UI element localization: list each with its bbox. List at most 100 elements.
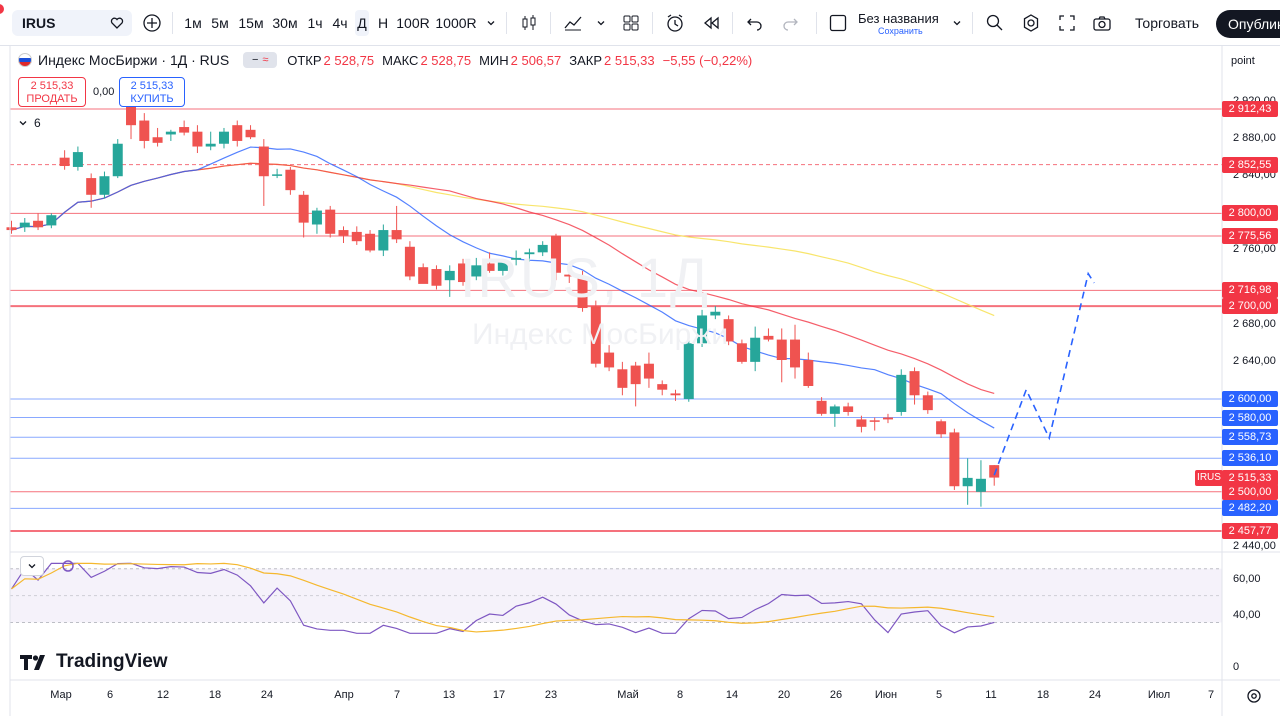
sell-button[interactable]: 2 515,33 ПРОДАТЬ (18, 77, 86, 107)
interval-5-button[interactable]: 1ч (307, 15, 323, 31)
price-level-label[interactable]: 2 775,56 (1222, 228, 1278, 245)
candle-body[interactable] (179, 127, 190, 133)
candle-body[interactable] (763, 335, 774, 340)
indicators-collapse-button[interactable]: 6 (18, 114, 46, 132)
indicators-button[interactable] (561, 10, 585, 36)
candle-body[interactable] (856, 419, 867, 427)
add-symbol-button[interactable] (140, 10, 164, 36)
axis-settings-button[interactable] (1246, 688, 1262, 707)
layout-select-checkbox[interactable] (828, 10, 848, 36)
candle-body[interactable] (630, 365, 641, 385)
candle-body[interactable] (458, 263, 469, 283)
candle-body[interactable] (736, 343, 747, 362)
layout-name-button[interactable]: Без названия Сохранить (858, 9, 939, 39)
candle-body[interactable] (710, 311, 721, 316)
price-level-label[interactable]: 2 515,33 (1222, 469, 1278, 486)
tradingview-logo[interactable]: TradingView (20, 651, 168, 673)
candle-body[interactable] (99, 176, 110, 195)
price-level-label[interactable]: 2 536,10 (1222, 450, 1278, 467)
candle-body[interactable] (86, 178, 97, 195)
price-level-label[interactable]: 2 482,20 (1222, 500, 1278, 517)
candle-body[interactable] (670, 393, 681, 396)
candle-body[interactable] (46, 215, 57, 226)
candle-body[interactable] (19, 222, 30, 228)
layout-dropdown[interactable] (950, 10, 964, 36)
layouts-button[interactable] (619, 10, 643, 36)
candle-body[interactable] (829, 406, 840, 414)
candle-body[interactable] (989, 465, 1000, 478)
candle-body[interactable] (843, 406, 854, 412)
price-level-label[interactable]: 2 716,98 (1222, 282, 1278, 299)
heart-icon[interactable] (110, 16, 124, 30)
candle-body[interactable] (975, 478, 986, 492)
candle-body[interactable] (962, 477, 973, 487)
candle-body[interactable] (351, 231, 362, 242)
candle-body[interactable] (922, 395, 933, 411)
candle-body[interactable] (112, 143, 123, 177)
price-level-label[interactable]: 2 700,00 (1222, 298, 1278, 315)
candle-body[interactable] (869, 420, 880, 422)
interval-3-button[interactable]: 15м (238, 15, 264, 31)
buy-button[interactable]: 2 515,33 КУПИТЬ (119, 77, 185, 107)
candle-body[interactable] (657, 384, 668, 390)
undo-button[interactable] (743, 10, 767, 36)
screenshot-button[interactable] (1090, 10, 1114, 36)
candle-body[interactable] (723, 319, 734, 342)
candle-body[interactable] (697, 315, 708, 344)
candle-body[interactable] (33, 220, 44, 228)
candle-body[interactable] (577, 276, 588, 309)
interval-8-button[interactable]: Н (377, 15, 389, 31)
candle-body[interactable] (909, 371, 920, 396)
refresh-icon[interactable] (62, 560, 74, 572)
candle-body[interactable] (896, 374, 907, 412)
candle-body[interactable] (6, 227, 17, 231)
fullscreen-button[interactable] (1055, 10, 1079, 36)
price-level-label[interactable]: 2 600,00 (1222, 390, 1278, 407)
candle-body[interactable] (72, 152, 83, 167)
candle-body[interactable] (564, 274, 575, 277)
interval-dropdown-button[interactable] (484, 10, 498, 36)
price-level-label[interactable]: 2 852,55 (1222, 156, 1278, 173)
candle-body[interactable] (192, 131, 203, 147)
candle-body[interactable] (152, 137, 163, 143)
candle-body[interactable] (418, 267, 429, 284)
candle-body[interactable] (258, 146, 269, 177)
price-level-label[interactable]: 2 580,00 (1222, 409, 1278, 426)
trade-button[interactable]: Торговать (1134, 15, 1200, 31)
candle-body[interactable] (139, 120, 150, 141)
candle-body[interactable] (604, 352, 615, 368)
rsi-collapse-button[interactable] (20, 556, 44, 576)
candle-body[interactable] (338, 230, 349, 236)
indicators-dropdown[interactable] (594, 10, 608, 36)
candle-body[interactable] (431, 269, 442, 286)
candle-body[interactable] (750, 337, 761, 362)
price-level-label[interactable]: 2 800,00 (1222, 205, 1278, 222)
interval-9-button[interactable]: 100R (396, 15, 430, 31)
candle-body[interactable] (776, 339, 787, 361)
quick-search-button[interactable] (983, 10, 1007, 36)
price-level-label[interactable]: 2 912,43 (1222, 101, 1278, 117)
candle-body[interactable] (444, 270, 455, 281)
candle-body[interactable] (365, 233, 376, 251)
candle-body[interactable] (404, 246, 415, 277)
interval-10-button[interactable]: 1000R (435, 15, 477, 31)
redo-button[interactable] (778, 10, 802, 36)
interval-4-button[interactable]: 30м (272, 15, 298, 31)
interval-1-button[interactable]: 1м (184, 15, 202, 31)
alert-button[interactable] (663, 10, 687, 36)
candle-body[interactable] (311, 210, 322, 225)
candle-body[interactable] (683, 343, 694, 399)
candle-body[interactable] (59, 157, 70, 167)
candle-body[interactable] (471, 265, 482, 277)
candle-body[interactable] (245, 129, 256, 138)
candle-body[interactable] (511, 257, 522, 260)
candle-body[interactable] (537, 244, 548, 253)
replay-button[interactable] (699, 10, 723, 36)
candle-body[interactable] (126, 101, 137, 126)
candle-body[interactable] (205, 143, 216, 147)
candle-body[interactable] (497, 261, 508, 271)
price-level-label[interactable]: 2 500,00 (1222, 483, 1278, 500)
candle-body[interactable] (391, 230, 402, 240)
candle-body[interactable] (816, 400, 827, 414)
chart-type-button[interactable] (517, 10, 541, 36)
